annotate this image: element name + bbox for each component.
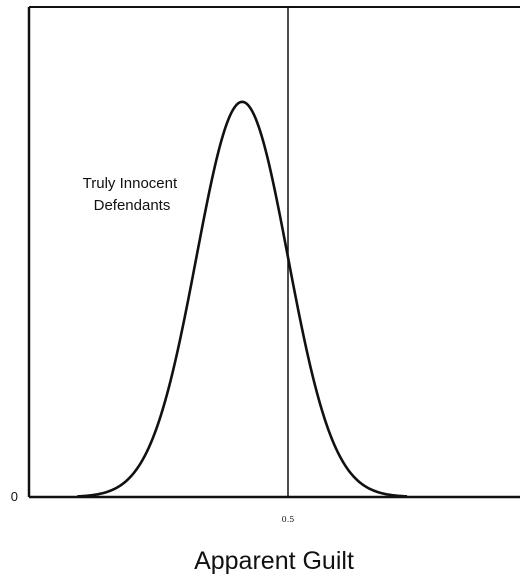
density-curve — [77, 100, 408, 498]
annotation-label: Truly Innocent Defendants — [83, 175, 182, 214]
x-tick-label-0.5: 0.5 — [282, 515, 295, 524]
annotation-line-1: Truly Innocent — [83, 175, 178, 192]
x-axis-label: Apparent Guilt — [194, 547, 354, 575]
annotation-line-2: Defendants — [94, 197, 171, 214]
y-tick-label-0: 0 — [11, 489, 18, 504]
